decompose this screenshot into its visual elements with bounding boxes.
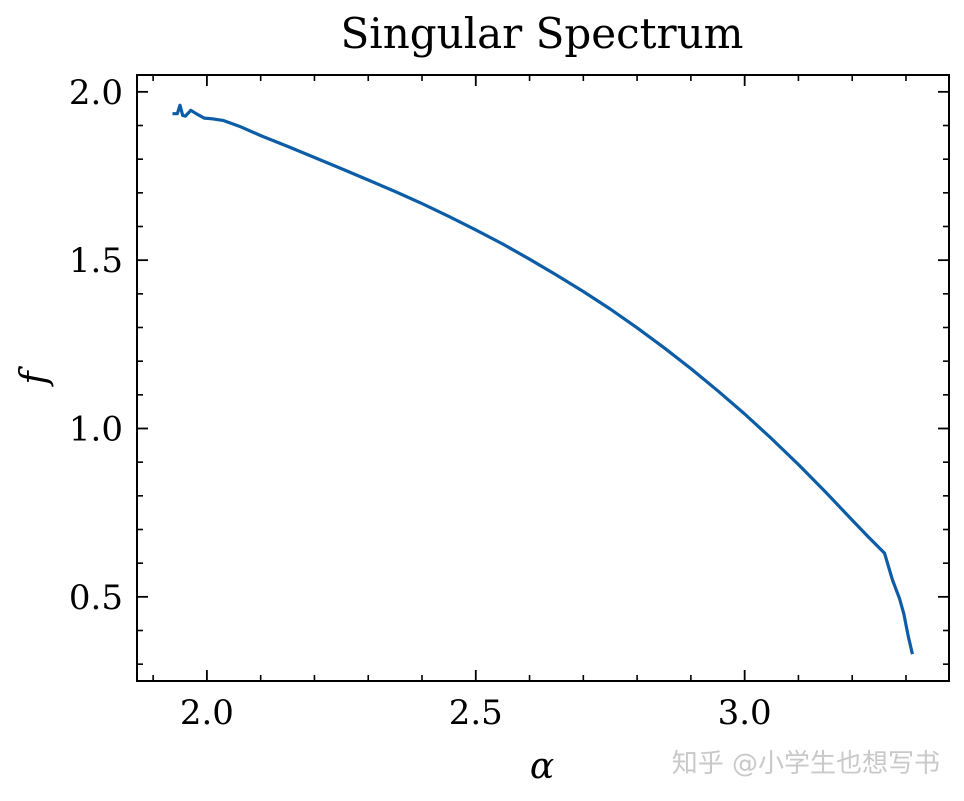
x-tick-label: 2.5 [449,693,503,733]
y-tick-label: 1.5 [69,241,123,281]
y-tick-label: 2.0 [69,73,123,113]
y-tick-label: 1.0 [69,410,123,450]
x-tick-label: 2.0 [180,693,234,733]
x-tick-label: 3.0 [718,693,772,733]
plot-area: 2.0 2.5 3.0 0.5 1.0 1.5 2.0 [69,73,950,733]
watermark-text: 知乎 @小学生也想写书 [672,749,940,779]
plot-frame [136,74,950,682]
x-axis-label: α [530,746,554,787]
y-tick-label: 0.5 [69,578,123,618]
series-line [172,103,914,655]
chart-title: Singular Spectrum [341,9,744,58]
